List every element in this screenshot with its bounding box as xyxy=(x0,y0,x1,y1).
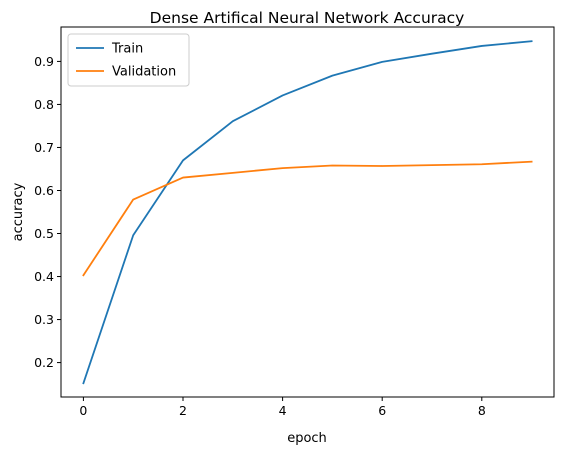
y-axis-label: accuracy xyxy=(11,182,26,241)
legend-label-train: Train xyxy=(111,42,143,57)
y-tick-label: 0.6 xyxy=(34,183,54,198)
x-axis-label: epoch xyxy=(287,431,327,446)
series-line-validation xyxy=(82,160,533,277)
y-tick-label: 0.5 xyxy=(34,226,54,241)
x-tick-label: 8 xyxy=(478,403,486,418)
y-tick-label: 0.7 xyxy=(34,140,54,155)
legend-label-validation: Validation xyxy=(112,65,176,80)
legend-box xyxy=(67,33,190,87)
chart-title: Dense Artifical Neural Network Accuracy xyxy=(150,9,465,27)
x-tick-label: 4 xyxy=(279,403,287,418)
y-tick-label: 0.4 xyxy=(34,269,54,284)
y-tick-label: 0.3 xyxy=(34,312,54,327)
plot-area xyxy=(82,40,533,385)
series-line-train xyxy=(82,40,533,385)
y-tick-label: 0.9 xyxy=(34,54,54,69)
y-tick-label: 0.8 xyxy=(34,97,54,112)
x-tick-label: 0 xyxy=(79,403,87,418)
legend: Train Validation xyxy=(67,33,190,87)
y-tick-label: 0.2 xyxy=(34,355,54,370)
y-axis: 0.2 0.3 0.4 0.5 0.6 0.7 0.8 0.9 xyxy=(34,54,61,370)
x-tick-label: 6 xyxy=(378,403,386,418)
plot-frame xyxy=(60,26,555,398)
x-axis: 0 2 4 6 8 xyxy=(79,397,486,418)
x-tick-label: 2 xyxy=(179,403,187,418)
